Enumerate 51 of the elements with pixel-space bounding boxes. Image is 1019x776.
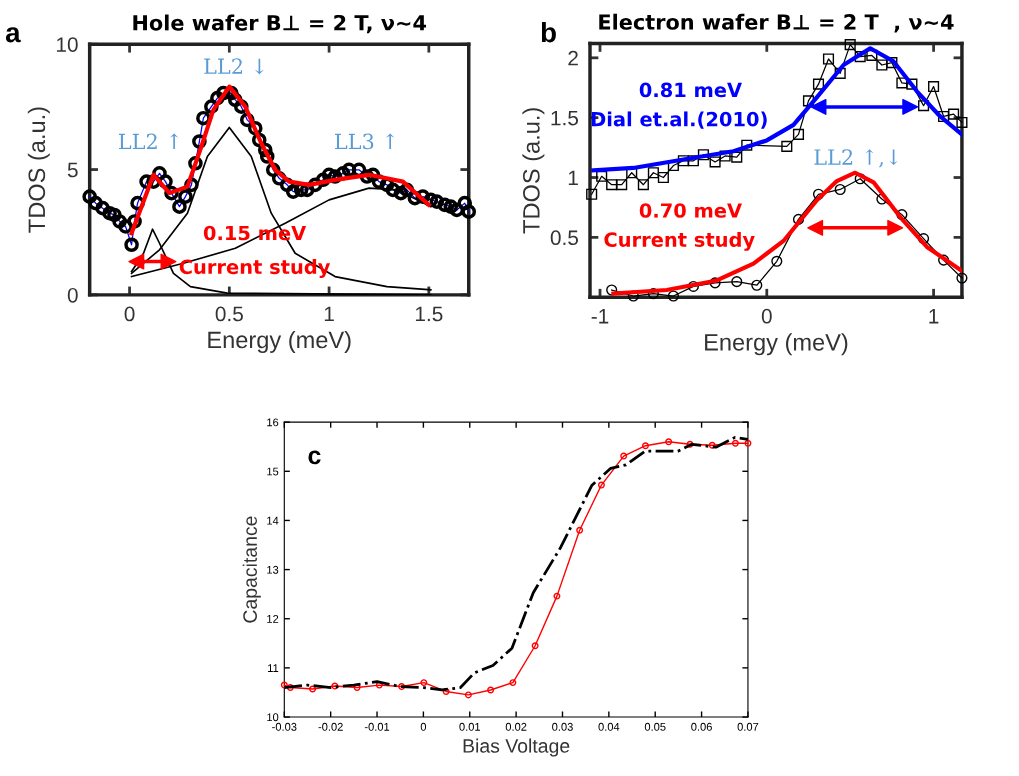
y-tick-label: 16 (267, 418, 279, 427)
y-tick-label: 0 (67, 287, 78, 303)
x-tick-label: -0.03 (272, 722, 297, 731)
y-tick-label: 1.5 (551, 110, 579, 126)
x-tick-label: -0.02 (318, 722, 343, 731)
x-tick-label: 0.07 (737, 722, 759, 731)
annotation: 0.70 meV (639, 203, 742, 218)
y-axis-title: TDOS (a.u.) (27, 107, 50, 233)
x-tick-label: 0.05 (644, 722, 666, 731)
annotation: 0.81 meV (639, 82, 742, 98)
annotation: Current study (604, 231, 755, 251)
x-axis-title: Bias Voltage (463, 738, 570, 757)
y-tick-label: 1 (568, 170, 578, 186)
y-tick-label: 13 (267, 565, 279, 574)
y-tick-label: 0.5 (550, 230, 579, 246)
y-tick-label: 11 (268, 664, 279, 672)
x-axis-title: Energy (meV) (208, 330, 351, 353)
annotation: Dial et.al.(2010) (591, 111, 767, 129)
x-tick-label: 0 (420, 722, 427, 731)
y-axis-title: Capacitance (242, 516, 261, 623)
x-tick-label: 1.5 (415, 306, 443, 322)
chart-title: Hole wafer B⊥ = 2 T, ν~4 (133, 14, 426, 34)
annotation: LL2 ↑,↓ (814, 149, 898, 168)
y-tick-label: 15 (267, 467, 279, 476)
x-tick-label: 0 (124, 306, 135, 322)
x-tick-label: 0.02 (505, 722, 527, 731)
x-tick-label: 0.04 (598, 722, 620, 731)
annotation: LL2 ↓ (204, 58, 264, 75)
x-axis-title: Energy (meV) (705, 333, 848, 356)
y-tick-label: 10 (267, 713, 279, 722)
x-tick-label: 0.5 (215, 306, 243, 322)
x-tick-label: 0 (761, 308, 772, 324)
y-tick-label: 5 (67, 162, 78, 178)
annotation: LL2 ↑ (118, 133, 179, 149)
y-axis-title: TDOS (a.u.) (522, 108, 545, 234)
x-tick-label: 0.01 (459, 722, 481, 731)
y-tick-label: 12 (267, 615, 279, 623)
y-tick-label: 2 (568, 50, 578, 66)
annotation: c (308, 450, 321, 465)
text: b (541, 21, 556, 43)
x-tick-label: 0.03 (552, 722, 573, 731)
annotation: LL3 ↑ (335, 133, 395, 150)
x-tick-label: -0.01 (364, 722, 390, 731)
y-tick-label: 10 (56, 37, 78, 52)
chart-title: Electron wafer B⊥ = 2 T , ν~4 (599, 13, 954, 33)
x-tick-label: -1 (591, 309, 609, 324)
x-tick-label: 1 (324, 306, 334, 322)
y-tick-label: 14 (267, 516, 279, 525)
x-tick-label: 1 (929, 309, 939, 324)
x-tick-label: 0.06 (691, 722, 712, 731)
text: a (5, 27, 21, 43)
